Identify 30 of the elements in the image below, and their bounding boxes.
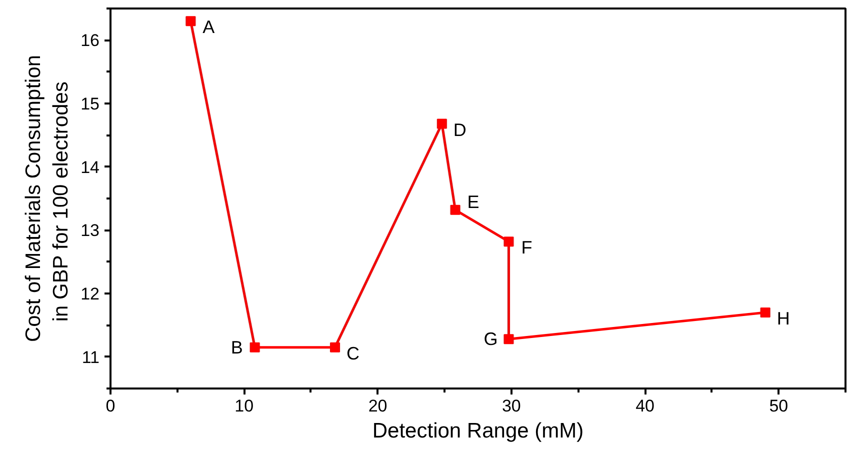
x-tick-label: 50 [769, 396, 788, 416]
annotation: C [346, 343, 360, 364]
y-tick-label: 16 [80, 31, 100, 50]
x-tick-label: 40 [636, 396, 655, 416]
point [186, 16, 196, 26]
point [760, 308, 770, 318]
x-tick-label: 10 [234, 396, 254, 416]
y-tick-label: 11 [82, 348, 100, 367]
x-tick-label: 0 [106, 396, 116, 416]
annotation: D [453, 120, 466, 140]
y-tick-label: 13 [80, 221, 100, 240]
y-tick-label: 15 [80, 94, 100, 114]
point [250, 342, 260, 352]
annotation: G [484, 329, 498, 350]
y-tick-label: 14 [80, 158, 100, 177]
x-tick-label: 20 [368, 396, 388, 416]
x-axis-title: Detection Range (mM) [372, 420, 584, 442]
point [504, 236, 514, 247]
y-tick-label: 12 [80, 284, 100, 304]
x-tick-label: 30 [502, 396, 521, 416]
annotation: F [521, 238, 532, 258]
annotation: B [230, 337, 243, 358]
point [504, 334, 514, 344]
point [450, 204, 460, 215]
y-axis-title: Cost of Materials Consumption in GBP for 100 electrodes [22, 54, 73, 342]
point [436, 118, 447, 129]
annotation: H [776, 308, 790, 328]
annotation: E [467, 192, 480, 212]
point [330, 342, 340, 352]
annotation: A [202, 17, 215, 38]
